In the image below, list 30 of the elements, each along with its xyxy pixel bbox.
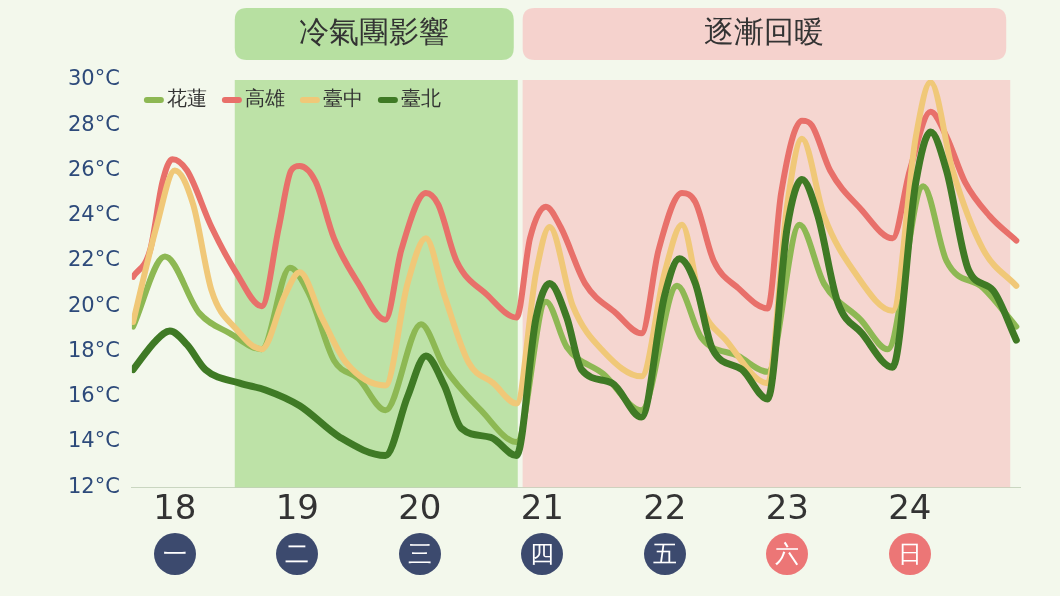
weekday-badge: 四 — [521, 533, 564, 575]
y-tick-label: 30°C — [67, 66, 120, 91]
band-label: 冷氣團影響 — [299, 13, 450, 49]
x-tick-label: 20 — [398, 487, 442, 528]
y-tick-label: 18°C — [67, 337, 120, 362]
band-label: 逐漸回暖 — [704, 13, 825, 49]
legend-label: 臺中 — [322, 86, 363, 111]
weekday-badge: 二 — [276, 533, 319, 575]
x-tick-label: 21 — [520, 487, 564, 528]
y-tick-label: 26°C — [67, 156, 120, 181]
y-tick-label: 14°C — [67, 428, 120, 453]
x-tick-label: 22 — [643, 487, 687, 528]
weekday-badge: 五 — [643, 533, 686, 575]
weekday-badge: 一 — [153, 533, 196, 575]
y-tick-label: 24°C — [67, 202, 120, 227]
weekday-badge: 日 — [888, 533, 931, 575]
legend-label: 臺北 — [400, 86, 441, 111]
legend-label: 高雄 — [244, 86, 285, 111]
weekday-badge: 六 — [766, 533, 809, 575]
x-tick-label: 24 — [888, 487, 932, 528]
y-tick-label: 22°C — [67, 247, 120, 272]
weekday-badge: 三 — [398, 533, 441, 575]
x-tick-label: 19 — [275, 487, 319, 528]
legend-label: 花蓮 — [166, 86, 207, 111]
y-tick-label: 16°C — [67, 383, 120, 408]
x-tick-label: 18 — [153, 487, 197, 528]
y-tick-label: 12°C — [67, 473, 120, 498]
x-tick-label: 23 — [765, 487, 809, 528]
y-tick-label: 28°C — [67, 111, 120, 136]
y-tick-label: 20°C — [67, 292, 120, 317]
